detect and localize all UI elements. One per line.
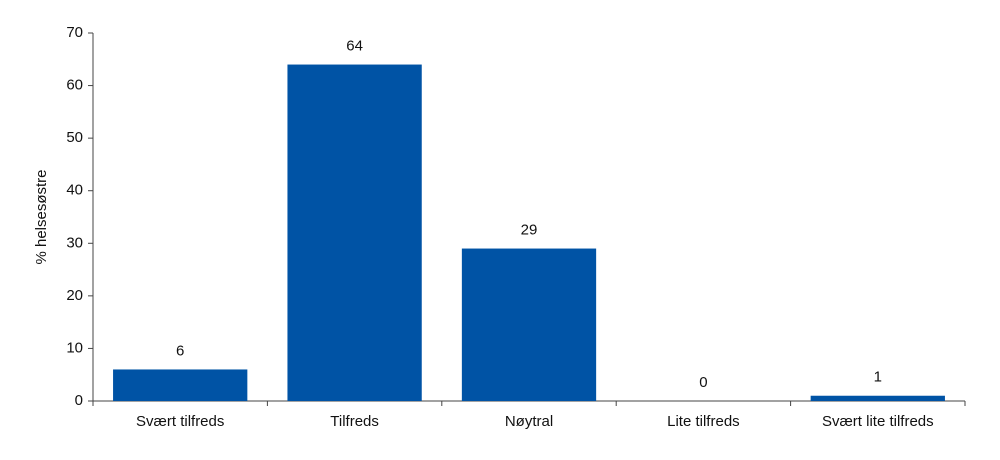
bar [287,64,422,402]
x-tick-label: Svært tilfreds [136,413,224,430]
y-tick-label: 70 [66,24,83,41]
bar [113,369,248,401]
x-tick-label: Svært lite tilfreds [822,413,934,430]
y-tick-label: 50 [66,129,83,146]
y-tick-label: 30 [66,234,83,251]
x-tick-label: Lite tilfreds [667,413,740,430]
bar [810,395,945,401]
y-tick-label: 60 [66,77,83,94]
data-label: 6 [176,342,184,359]
y-axis-label: % helsesøstre [33,169,50,264]
bar [461,248,597,401]
data-label: 64 [346,38,363,55]
x-tick-label: Nøytral [505,413,553,430]
data-label: 29 [521,222,538,239]
y-tick-label: 0 [75,392,83,409]
data-label: 0 [699,374,707,391]
x-tick-label: Tilfreds [330,413,379,430]
y-tick-label: 40 [66,182,83,199]
data-label: 1 [874,369,882,386]
y-tick-label: 10 [66,339,83,356]
y-tick-label: 20 [66,287,83,304]
